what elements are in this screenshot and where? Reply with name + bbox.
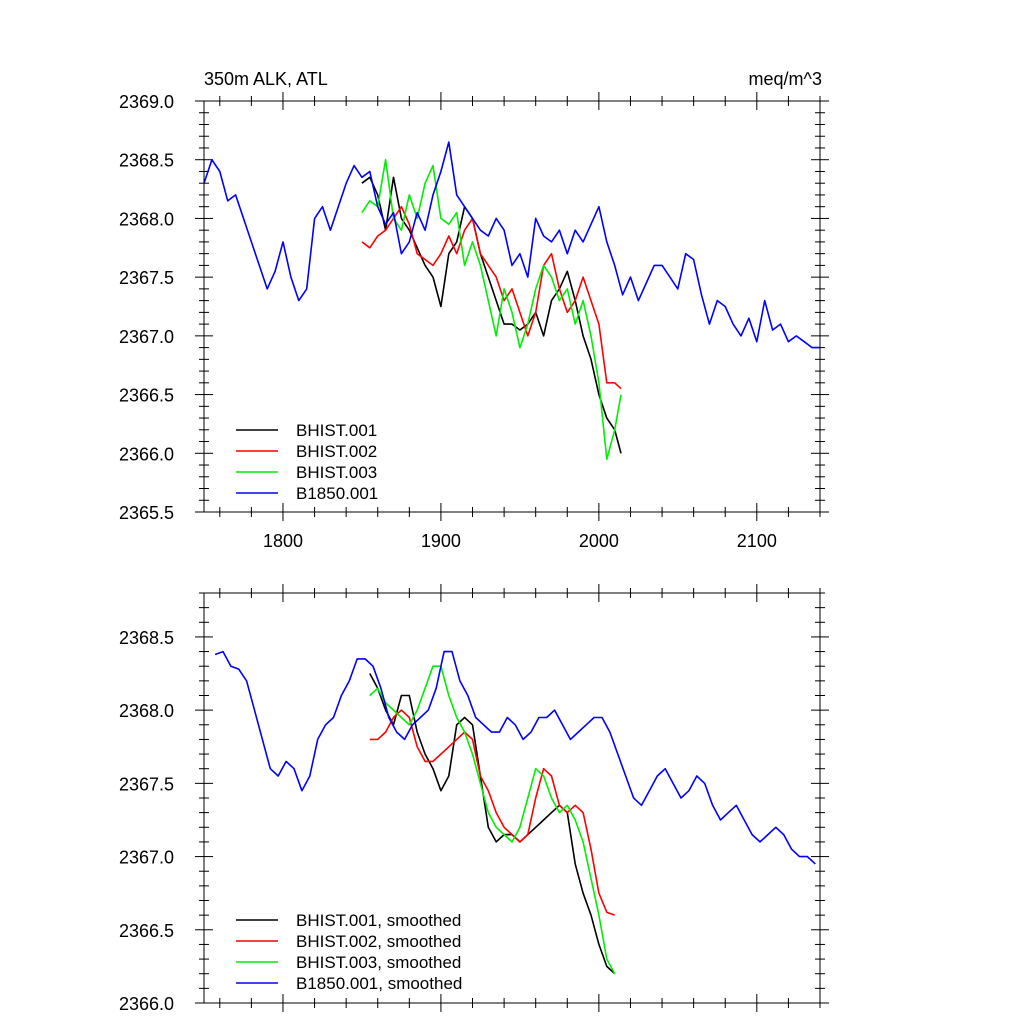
y-tick-label: 2367.5 (119, 774, 174, 794)
series-line-b1850-001-smoothed (214, 650, 816, 865)
y-tick-label: 2366.0 (119, 994, 174, 1014)
series-line-bhist-001-smoothed (369, 673, 616, 975)
top-axis-ticks (195, 92, 829, 521)
series-line-bhist-003 (361, 158, 622, 460)
bottom-legend: BHIST.001, smoothed BHIST.002, smoothed BH… (236, 911, 462, 993)
y-tick-label: 2369.0 (119, 92, 174, 112)
bottom-axis-ticks (195, 584, 829, 1012)
legend-label-b1850-001: B1850.001 (296, 484, 378, 503)
bottom-plot-frame (203, 592, 821, 1004)
chart-title: 350m ALK, ATL (204, 69, 328, 89)
x-tick-label: 2100 (737, 531, 777, 551)
y-tick-label: 2368.0 (119, 209, 174, 229)
y-tick-label: 2368.5 (119, 151, 174, 171)
top-plot-frame (203, 100, 821, 513)
top-plot-area (204, 141, 820, 460)
y-tick-label: 2368.5 (119, 628, 174, 648)
y-tick-label: 2367.5 (119, 268, 174, 288)
legend-label-bhist-002-smoothed: BHIST.002, smoothed (296, 932, 461, 951)
x-tick-label: 1900 (421, 531, 461, 551)
top-chart-panel: 350m ALK, ATL meq/m^3 1800 1900 2000 2100 23… (119, 69, 829, 551)
y-tick-label: 2367.0 (119, 327, 174, 347)
units-label: meq/m^3 (749, 69, 822, 89)
x-tick-label: 2000 (579, 531, 619, 551)
y-tick-label: 2366.0 (119, 444, 174, 464)
series-line-bhist-002-smoothed (369, 709, 615, 916)
top-axis-tick-labels: 1800 1900 2000 2100 2365.5 2366.0 2366.5 2367.0… (119, 92, 777, 551)
y-tick-label: 2367.0 (119, 848, 174, 868)
series-line-b1850-001 (204, 141, 820, 349)
top-legend: BHIST.001 BHIST.002 BHIST.003 B1850.001 (236, 421, 378, 503)
legend-label-b1850-001-smoothed: B1850.001, smoothed (296, 974, 462, 993)
legend-label-bhist-001-smoothed: BHIST.001, smoothed (296, 911, 461, 930)
y-tick-label: 2366.5 (119, 921, 174, 941)
y-tick-label: 2365.5 (119, 503, 174, 523)
y-tick-label: 2366.5 (119, 386, 174, 406)
x-tick-label: 1800 (263, 531, 303, 551)
legend-label-bhist-001: BHIST.001 (296, 421, 377, 440)
bottom-axis-tick-labels: 2366.0 2366.5 2367.0 2367.5 2368.0 2368.5 (119, 628, 174, 1014)
legend-label-bhist-002: BHIST.002 (296, 442, 377, 461)
legend-label-bhist-003: BHIST.003 (296, 463, 377, 482)
bottom-plot-area (214, 650, 816, 975)
y-tick-label: 2368.0 (119, 701, 174, 721)
bottom-chart-panel: 2366.0 2366.5 2367.0 2367.5 2368.0 2368.5 BHI… (119, 584, 829, 1014)
series-line-bhist-001 (361, 176, 622, 454)
legend-label-bhist-003-smoothed: BHIST.003, smoothed (296, 953, 461, 972)
series-line-bhist-003-smoothed (369, 665, 616, 975)
series-line-bhist-002 (361, 205, 622, 390)
